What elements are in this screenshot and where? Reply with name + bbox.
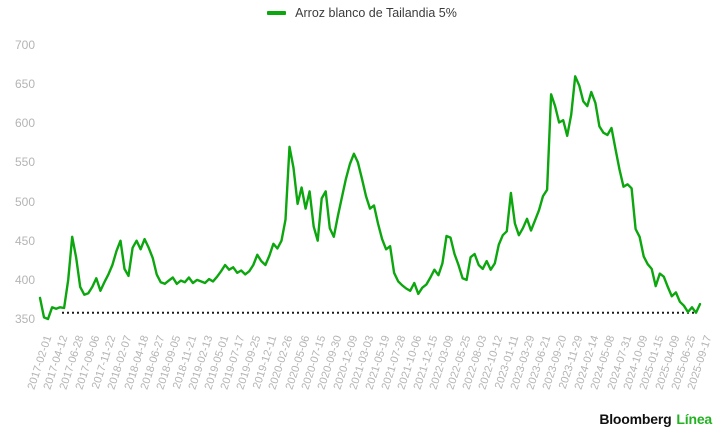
y-axis-tick-label: 600 [14, 116, 35, 131]
y-axis-tick-label: 400 [14, 272, 35, 287]
bloomberg-linea-logo: Bloomberg Línea [599, 411, 712, 427]
y-axis-tick-label: 550 [14, 155, 35, 170]
logo-linea-text: Línea [676, 411, 712, 427]
logo-bloomberg-text: Bloomberg [599, 411, 672, 427]
y-axis-tick-label: 700 [14, 38, 35, 52]
price-line-series [38, 75, 702, 321]
legend-line-marker [267, 11, 287, 15]
y-axis-tick-label: 350 [14, 312, 35, 326]
legend: Arroz blanco de Tailandia 5% [0, 6, 724, 20]
y-axis-tick-label: 450 [14, 233, 35, 248]
y-axis-tick-label: 650 [14, 77, 35, 92]
legend-label: Arroz blanco de Tailandia 5% [295, 6, 457, 20]
y-axis-tick-label: 500 [14, 194, 35, 209]
